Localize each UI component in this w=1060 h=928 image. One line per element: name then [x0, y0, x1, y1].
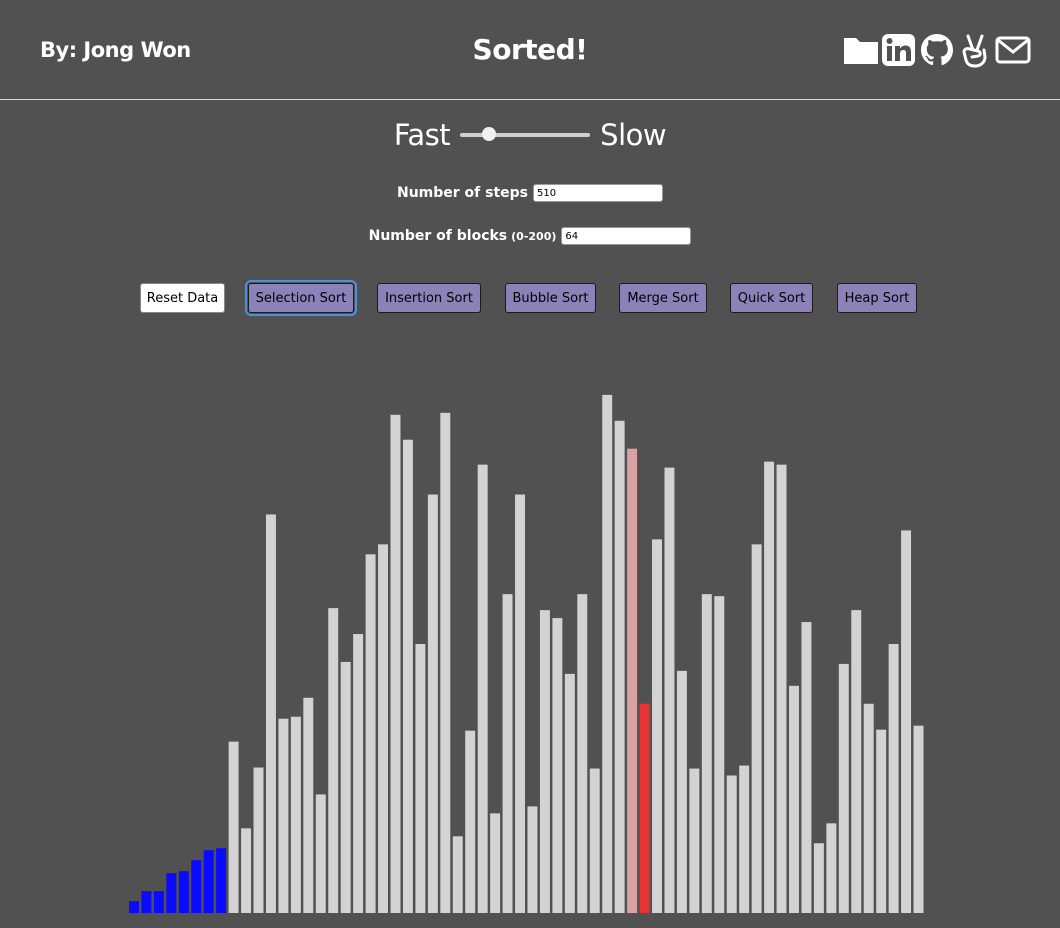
- data-bar: [863, 703, 874, 913]
- data-bar: [203, 850, 214, 913]
- data-bar: [826, 823, 837, 913]
- data-bar: [701, 594, 712, 913]
- data-bar: [290, 716, 301, 913]
- data-bar: [901, 530, 912, 913]
- data-bar: [876, 729, 887, 913]
- data-bar: [851, 610, 862, 913]
- data-bar: [627, 448, 638, 913]
- data-bar: [689, 768, 700, 913]
- social-links: [843, 32, 1031, 68]
- bubble-sort-button[interactable]: Bubble Sort: [505, 283, 596, 313]
- data-bar: [216, 848, 227, 913]
- blocks-field: Number of blocks (0-200): [0, 227, 1060, 245]
- mail-icon[interactable]: [995, 32, 1031, 68]
- data-bar: [353, 634, 364, 913]
- data-bar: [813, 843, 824, 913]
- angellist-icon[interactable]: [957, 32, 993, 68]
- github-icon[interactable]: [919, 32, 955, 68]
- data-bar: [477, 464, 488, 913]
- quick-sort-button[interactable]: Quick Sort: [730, 283, 813, 313]
- data-bar: [166, 873, 177, 913]
- data-bar: [490, 813, 501, 913]
- steps-input[interactable]: [533, 184, 664, 202]
- data-bar: [440, 412, 451, 913]
- data-bar: [552, 618, 563, 913]
- data-bar: [652, 539, 662, 913]
- data-bar: [153, 891, 164, 913]
- data-bar: [664, 467, 675, 913]
- data-bar: [265, 514, 276, 913]
- page-title: Sorted!: [472, 33, 588, 66]
- data-bar: [253, 767, 264, 913]
- speed-slider[interactable]: [460, 125, 591, 145]
- data-bar: [739, 765, 750, 913]
- data-bar: [228, 741, 239, 913]
- data-bar: [141, 891, 152, 913]
- folder-icon[interactable]: [843, 32, 879, 68]
- data-bar: [764, 461, 775, 913]
- blocks-range-hint: (0-200): [511, 229, 557, 243]
- blocks-label: Number of blocks: [368, 228, 508, 244]
- data-bar: [801, 622, 812, 913]
- reset-data-button[interactable]: Reset Data: [140, 283, 225, 313]
- insertion-sort-button[interactable]: Insertion Sort: [377, 283, 481, 313]
- data-bar: [751, 544, 762, 913]
- data-bar: [614, 420, 625, 913]
- speed-slow-label: Slow: [600, 118, 667, 152]
- speed-slider-thumb[interactable]: [481, 127, 496, 141]
- data-bar: [888, 643, 899, 913]
- merge-sort-button[interactable]: Merge Sort: [619, 283, 707, 313]
- speed-slider-track: [460, 133, 591, 137]
- selection-sort-button[interactable]: Selection Sort: [245, 280, 357, 316]
- heap-sort-button[interactable]: Heap Sort: [837, 283, 917, 313]
- blocks-input[interactable]: [561, 227, 692, 245]
- data-bar: [303, 697, 314, 913]
- data-bar: [602, 394, 613, 913]
- data-bar: [465, 730, 476, 913]
- steps-field: Number of steps: [0, 184, 1060, 202]
- data-bar: [365, 554, 376, 913]
- data-bar: [726, 775, 737, 913]
- data-bar: [913, 725, 924, 913]
- data-bar: [714, 596, 725, 913]
- data-bar: [241, 828, 252, 913]
- data-bar: [639, 703, 650, 913]
- data-bar: [129, 901, 139, 913]
- data-bar: [278, 718, 289, 913]
- data-bar: [539, 610, 550, 913]
- data-bar: [178, 871, 189, 913]
- data-bar: [415, 643, 426, 913]
- data-bar: [427, 494, 438, 913]
- data-bar: [564, 673, 575, 913]
- data-bar: [315, 794, 326, 913]
- data-bar: [378, 544, 389, 913]
- data-bar: [340, 661, 351, 913]
- data-bar: [527, 806, 538, 913]
- data-bar: [676, 670, 687, 913]
- data-bar: [577, 594, 588, 913]
- data-bar: [776, 464, 787, 913]
- data-bar: [328, 608, 339, 913]
- header: By: Jong Won Sorted!: [0, 0, 1060, 100]
- data-bar: [789, 685, 799, 913]
- data-bar: [589, 768, 600, 913]
- linkedin-icon[interactable]: [881, 32, 917, 68]
- speed-fast-label: Fast: [393, 118, 451, 152]
- data-bar: [515, 494, 525, 913]
- data-bar: [838, 663, 849, 913]
- data-bar: [191, 860, 202, 913]
- data-bar: [390, 414, 401, 913]
- data-bar: [502, 594, 513, 913]
- speed-control: Fast Slow: [0, 118, 1060, 152]
- author-name: By: Jong Won: [40, 38, 191, 62]
- data-bar: [452, 836, 463, 913]
- steps-label: Number of steps: [396, 185, 529, 201]
- data-bar: [402, 439, 413, 913]
